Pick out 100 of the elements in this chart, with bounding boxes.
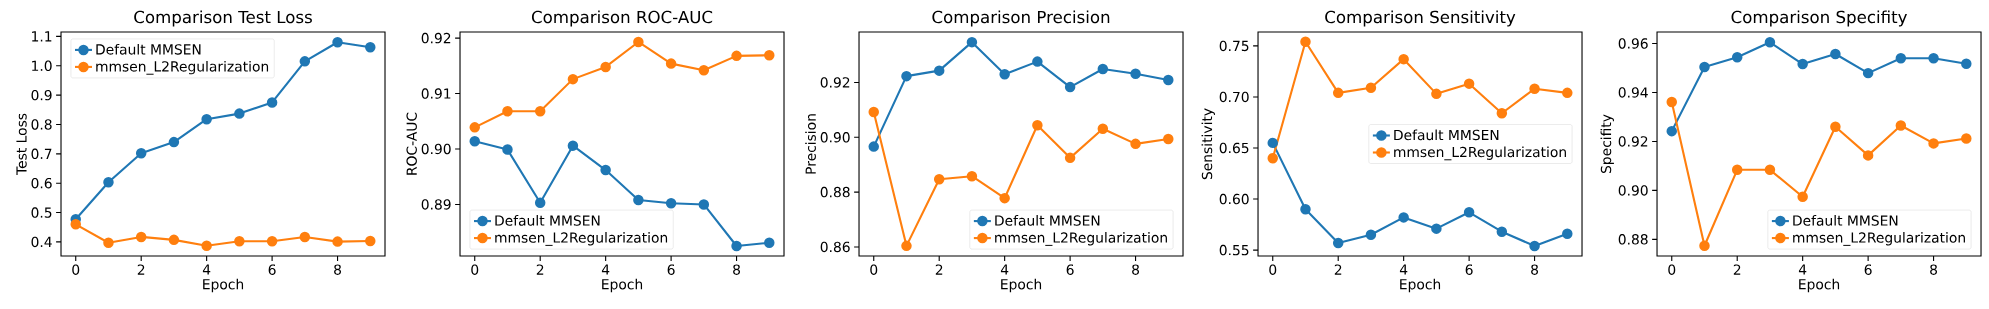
x-tick-label: 4 bbox=[1399, 264, 1408, 275]
x-axis-title: Epoch bbox=[1400, 278, 1441, 293]
point bbox=[901, 240, 912, 252]
point bbox=[299, 56, 311, 67]
point bbox=[469, 122, 480, 133]
point bbox=[1797, 58, 1808, 70]
x-tick-label: 4 bbox=[601, 264, 610, 275]
y-tick-label: 0.9 bbox=[31, 89, 52, 101]
point bbox=[332, 236, 343, 247]
x-axis-title: Epoch bbox=[203, 278, 244, 293]
x-tick-label: 8 bbox=[733, 264, 741, 275]
point bbox=[933, 65, 945, 76]
x-tick-label: 2 bbox=[935, 264, 943, 275]
x-axis-title: Epoch bbox=[1001, 278, 1042, 293]
y-tick-label: 0.94 bbox=[1618, 87, 1648, 98]
x-tick-label: 2 bbox=[137, 264, 145, 275]
point bbox=[1332, 87, 1344, 99]
point bbox=[1365, 82, 1377, 93]
legend-label: Default MMSEN bbox=[1793, 215, 1898, 226]
point bbox=[1699, 240, 1710, 251]
point bbox=[868, 141, 879, 152]
y-axis-title: Precision bbox=[805, 114, 816, 174]
point bbox=[567, 73, 579, 85]
x-tick-label: 8 bbox=[1531, 264, 1539, 275]
x-tick-label: 0 bbox=[471, 264, 479, 275]
point bbox=[1666, 125, 1678, 137]
point bbox=[1830, 48, 1841, 60]
legend-label: Default MMSEN bbox=[995, 215, 1100, 226]
y-tick-label: 0.91 bbox=[421, 88, 451, 99]
point bbox=[332, 37, 343, 48]
point bbox=[966, 170, 978, 182]
y-tick-label: 0.92 bbox=[820, 77, 850, 88]
point bbox=[1562, 87, 1573, 99]
point bbox=[1830, 121, 1841, 132]
point bbox=[1267, 152, 1278, 164]
x-tick-label: 8 bbox=[1132, 264, 1140, 275]
x-tick-label: 6 bbox=[1465, 264, 1473, 275]
point bbox=[1961, 58, 1972, 70]
point bbox=[1496, 226, 1508, 237]
x-tick-label: 2 bbox=[1733, 264, 1741, 275]
point bbox=[1562, 228, 1573, 239]
y-tick-label: 0.90 bbox=[820, 132, 850, 143]
point bbox=[1332, 237, 1344, 249]
point bbox=[868, 106, 879, 118]
point bbox=[1764, 37, 1776, 48]
point bbox=[731, 240, 742, 252]
point bbox=[168, 136, 180, 148]
point bbox=[966, 36, 978, 48]
point bbox=[1398, 53, 1409, 65]
point bbox=[1300, 203, 1311, 215]
point bbox=[1496, 108, 1508, 119]
y-tick-label: 0.89 bbox=[421, 199, 451, 210]
point bbox=[1130, 138, 1141, 150]
x-tick-label: 0 bbox=[72, 264, 80, 275]
x-tick-label: 4 bbox=[1000, 264, 1009, 275]
point bbox=[1032, 56, 1043, 67]
point bbox=[665, 198, 677, 209]
point bbox=[600, 61, 611, 73]
y-tick-label: 0.65 bbox=[1219, 142, 1249, 154]
point bbox=[201, 113, 212, 125]
chart-title: Comparison Sensitivity bbox=[1325, 10, 1516, 27]
y-tick-label: 1.1 bbox=[32, 31, 52, 42]
point bbox=[1797, 191, 1808, 203]
point bbox=[135, 148, 147, 159]
chart-title: Comparison Specifity bbox=[1731, 10, 1907, 27]
point bbox=[698, 65, 710, 76]
x-axis-title: Epoch bbox=[602, 278, 643, 293]
point bbox=[764, 50, 775, 61]
point bbox=[103, 177, 114, 188]
point bbox=[1130, 68, 1141, 79]
point bbox=[502, 106, 513, 117]
point bbox=[1163, 74, 1174, 86]
point bbox=[534, 106, 546, 117]
point bbox=[1431, 223, 1442, 234]
legend-label: mmsen_L2Regularization bbox=[995, 232, 1167, 246]
y-axis-title: Specifity bbox=[1600, 114, 1614, 174]
x-tick-label: 6 bbox=[268, 264, 276, 275]
point bbox=[633, 36, 644, 48]
y-axis-title: ROC-AUC bbox=[406, 112, 417, 175]
legend-label: Default MMSEN bbox=[96, 43, 201, 55]
point bbox=[1928, 138, 1939, 149]
y-tick-label: 1.0 bbox=[32, 60, 52, 71]
point bbox=[1961, 133, 1972, 144]
point bbox=[365, 42, 376, 53]
point bbox=[469, 135, 480, 147]
point bbox=[201, 240, 212, 251]
point bbox=[1097, 63, 1109, 75]
point bbox=[698, 199, 710, 210]
x-tick-label: 2 bbox=[536, 264, 544, 275]
y-tick-label: 0.88 bbox=[820, 186, 850, 198]
y-tick-label: 0.55 bbox=[1219, 244, 1249, 256]
point bbox=[1928, 52, 1939, 64]
point bbox=[1032, 119, 1043, 131]
point bbox=[901, 70, 912, 82]
point bbox=[1300, 36, 1311, 48]
y-tick-label: 0.88 bbox=[1618, 234, 1648, 245]
point bbox=[999, 192, 1010, 204]
point bbox=[1895, 52, 1907, 64]
point bbox=[731, 50, 742, 62]
point bbox=[1666, 96, 1678, 108]
